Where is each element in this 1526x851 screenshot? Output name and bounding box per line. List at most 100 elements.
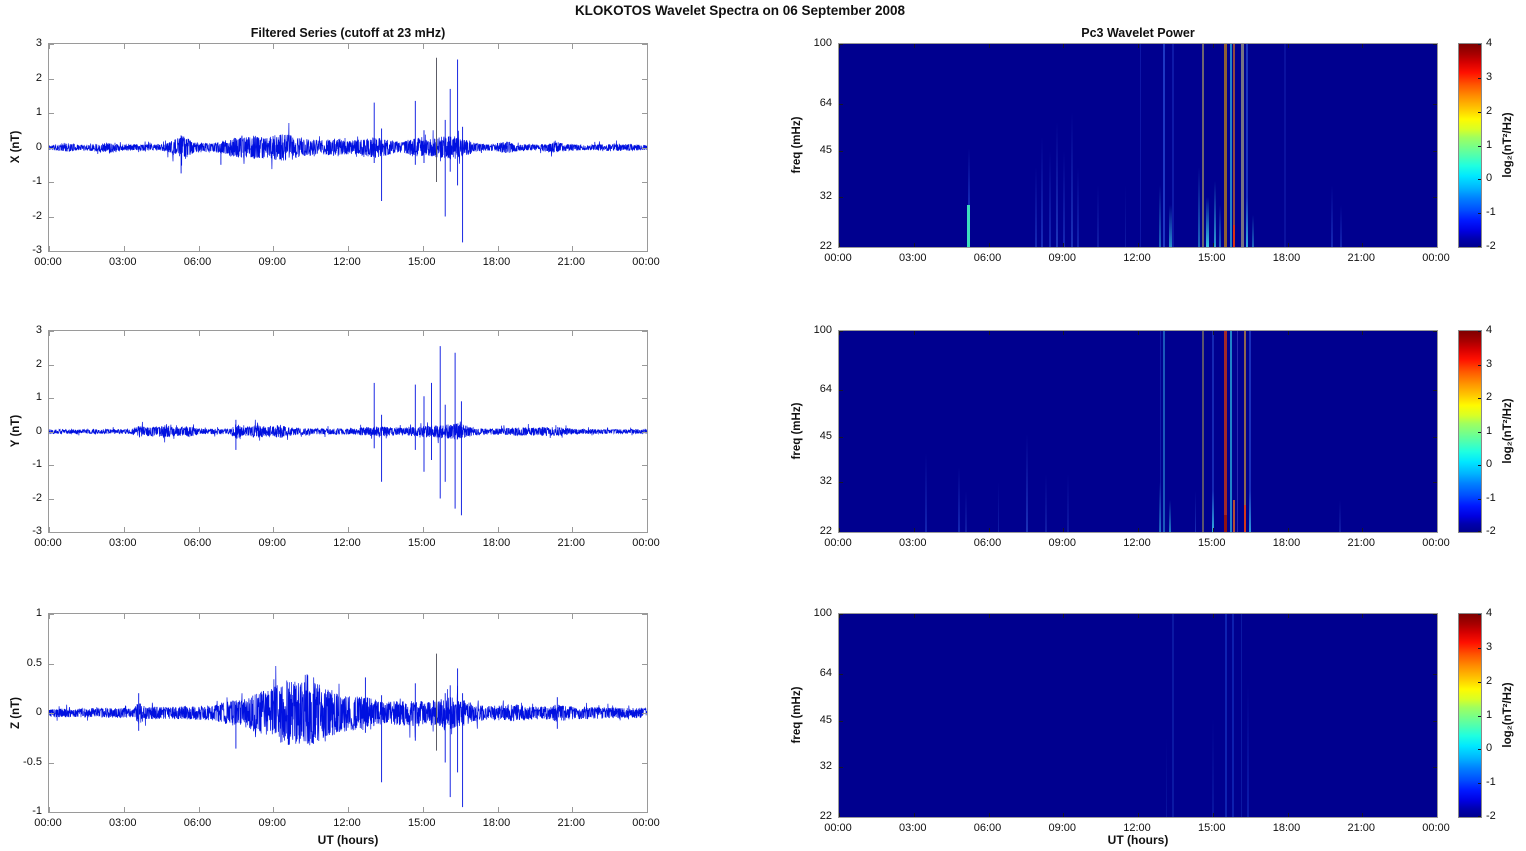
y-tick-label: 2 xyxy=(35,71,42,84)
x-tick-mark xyxy=(988,813,990,817)
spectro-event-stripe xyxy=(1159,482,1162,532)
spectro-event-stripe xyxy=(925,452,928,532)
x-tick-mark xyxy=(572,807,574,812)
y-tick-label: -0.5 xyxy=(23,755,42,768)
x-tick-mark xyxy=(988,528,990,532)
spectro-event-stripe xyxy=(1097,184,1099,247)
y-tick-mark xyxy=(49,762,54,764)
x-tick-mark xyxy=(497,527,499,532)
x-tick-mark xyxy=(422,527,424,532)
x-tick-label: 00:00 xyxy=(824,822,852,834)
x-tick-mark xyxy=(348,614,349,619)
spectro-event-stripe xyxy=(1231,614,1234,817)
x-tick-label: 00:00 xyxy=(34,537,62,549)
y-tick-mark xyxy=(642,113,647,114)
x-tick-label: 18:00 xyxy=(482,256,511,268)
x-tick-mark xyxy=(497,246,499,251)
x-tick-mark xyxy=(839,243,840,247)
x-tick-mark xyxy=(273,807,275,812)
y-tick-mark xyxy=(1433,151,1437,153)
y-tick-mark xyxy=(49,812,54,813)
x-tick-mark xyxy=(1437,331,1438,335)
x-tick-label: 00:00 xyxy=(824,537,852,549)
x-tick-mark xyxy=(422,807,424,812)
x-tick-mark xyxy=(1437,44,1438,48)
y-tick-label: -1 xyxy=(32,805,42,817)
timeseries-panel-x xyxy=(48,43,648,252)
colorbar-tick-mark xyxy=(1478,179,1481,181)
x-tick-mark xyxy=(1063,44,1065,48)
spectro-event-stripe xyxy=(1249,490,1252,532)
spectro-event-stripe xyxy=(1224,331,1227,532)
x-tick-label: 18:00 xyxy=(1272,537,1301,549)
wavelet-panel-x xyxy=(838,43,1438,248)
spectro-event-stripe xyxy=(1067,474,1069,532)
spectro-event-stripe xyxy=(1224,515,1227,532)
x-tick-label: 12:00 xyxy=(333,256,361,268)
x-tick-mark xyxy=(913,331,915,335)
y-tick-mark xyxy=(839,390,843,392)
x-tick-mark xyxy=(273,614,275,619)
x-tick-mark xyxy=(1287,331,1289,335)
y-tick-mark xyxy=(49,78,54,80)
x-tick-mark xyxy=(572,246,574,251)
y-tick-label: 0.5 xyxy=(26,656,42,669)
x-tick-mark xyxy=(348,527,349,532)
y-tick-mark xyxy=(642,44,647,45)
y-tick-label: 2 xyxy=(35,357,42,370)
spectro-event-stripe xyxy=(1159,184,1162,247)
spectro-event-stripe xyxy=(1034,166,1037,247)
x-tick-mark xyxy=(572,527,574,532)
x-tick-label: 09:00 xyxy=(1048,252,1077,264)
spectro-event-stripe xyxy=(1339,499,1341,532)
spectro-event-stripe xyxy=(1077,166,1079,247)
x-axis-label-right: UT (hours) xyxy=(1107,833,1169,847)
x-tick-mark xyxy=(348,331,349,336)
x-tick-mark xyxy=(572,44,574,49)
y-tick-mark xyxy=(49,398,54,399)
colorbar-z xyxy=(1458,613,1482,818)
spectro-event-stripe xyxy=(1249,331,1252,532)
x-tick-mark xyxy=(49,807,50,812)
colorbar-tick-mark xyxy=(1478,398,1481,399)
x-tick-mark xyxy=(1212,813,1214,817)
x-tick-mark xyxy=(572,614,574,619)
spectro-event-stripe xyxy=(1246,44,1249,247)
x-tick-label: 21:00 xyxy=(557,817,586,829)
y-tick-label: 1 xyxy=(35,106,42,118)
spectro-event-stripe xyxy=(1251,214,1254,247)
colorbar-tick-mark xyxy=(1478,111,1481,113)
x-tick-label: 03:00 xyxy=(108,537,137,549)
y-tick-mark xyxy=(1433,766,1437,768)
x-tick-label: 06:00 xyxy=(183,817,212,829)
colorbar-tick-label: 2 xyxy=(1486,391,1493,403)
colorbar-tick-mark xyxy=(1478,749,1481,751)
x-tick-mark xyxy=(198,527,200,532)
x-tick-label: 00:00 xyxy=(34,817,62,829)
x-tick-mark xyxy=(49,44,50,49)
x-tick-label: 09:00 xyxy=(258,256,287,268)
x-tick-label: 18:00 xyxy=(482,537,511,549)
x-tick-label: 15:00 xyxy=(1197,822,1226,834)
left-column-title: Filtered Series (cutoff at 23 mHz) xyxy=(250,26,446,40)
spectro-event-stripe xyxy=(1243,504,1247,532)
x-tick-label: 12:00 xyxy=(1123,252,1151,264)
x-tick-label: 09:00 xyxy=(1048,822,1077,834)
x-tick-mark xyxy=(913,44,915,48)
x-tick-mark xyxy=(1063,243,1065,247)
spectro-event-stripe xyxy=(1232,44,1235,247)
spectro-event-stripe xyxy=(1243,331,1247,532)
spectro-event-stripe xyxy=(1163,44,1166,247)
x-tick-mark xyxy=(348,44,349,49)
spectro-event-stripe xyxy=(1229,44,1232,247)
x-tick-label: 03:00 xyxy=(898,822,927,834)
x-tick-label: 09:00 xyxy=(1048,537,1077,549)
x-tick-mark xyxy=(1063,528,1065,532)
spectro-event-stripe xyxy=(1169,499,1172,532)
spectro-event-stripe xyxy=(1213,180,1217,247)
x-tick-label: 12:00 xyxy=(1123,537,1151,549)
x-tick-label: 00:00 xyxy=(1422,822,1450,834)
colorbar-tick-label: 3 xyxy=(1486,640,1493,653)
spectro-event-stripe xyxy=(1172,614,1174,817)
x-tick-mark xyxy=(123,331,125,336)
